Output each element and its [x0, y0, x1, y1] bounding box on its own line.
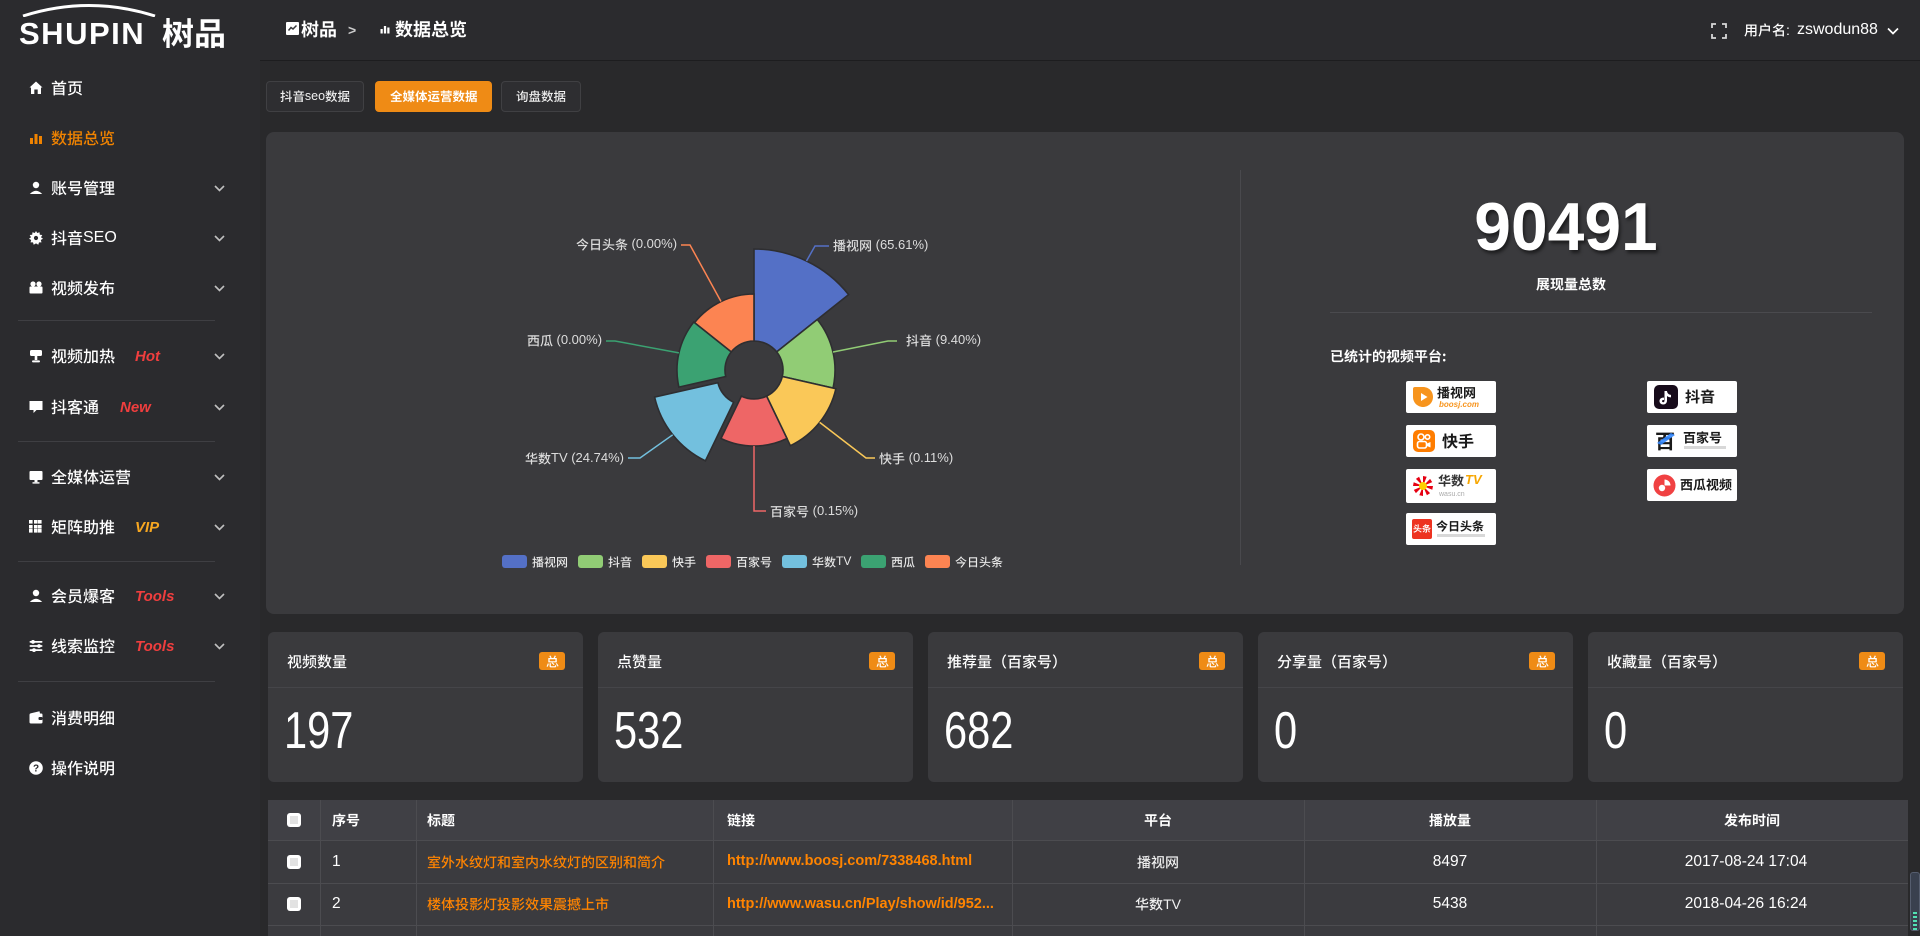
svg-text:?: ?: [33, 763, 39, 774]
